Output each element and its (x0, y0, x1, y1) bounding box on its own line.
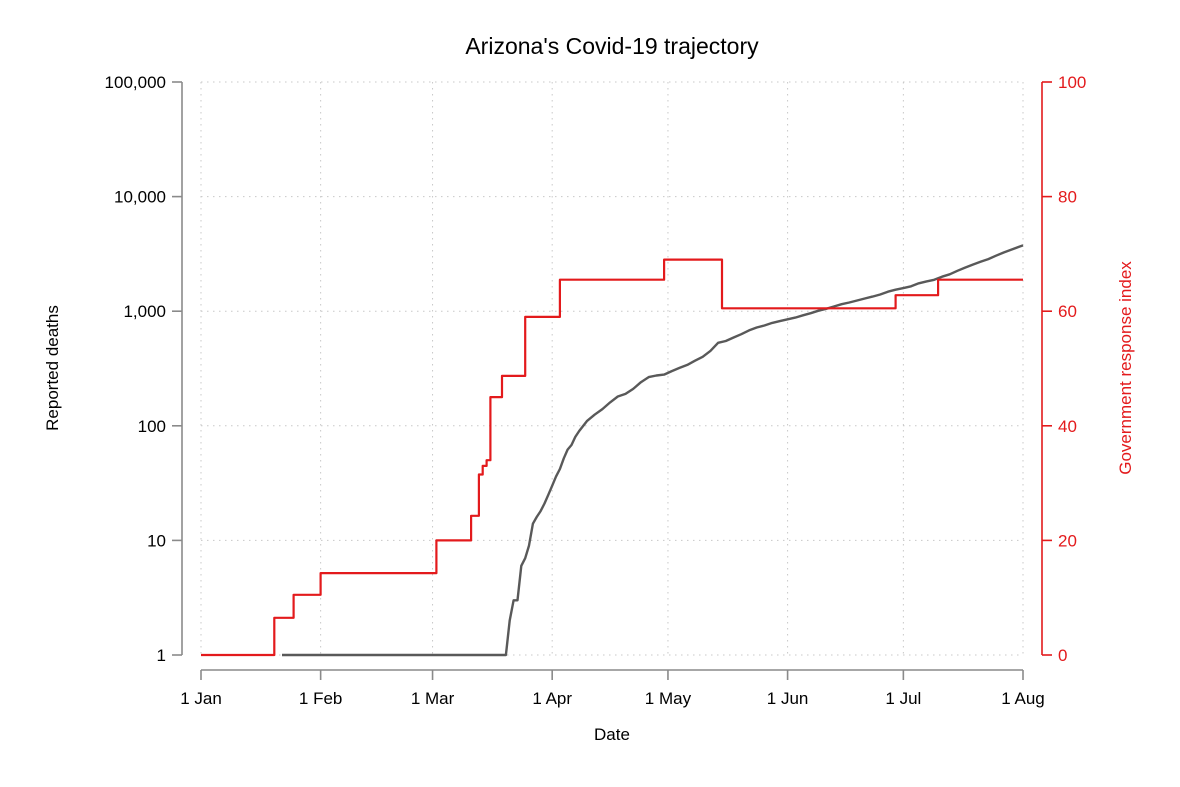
right-y-tick-label: 80 (1058, 188, 1077, 207)
right-y-tick-label: 40 (1058, 417, 1077, 436)
left-y-axis-label: Reported deaths (43, 305, 62, 431)
x-tick-label: 1 May (645, 689, 692, 708)
government-response-index-line (201, 258, 1023, 657)
x-axis-label: Date (594, 725, 630, 744)
right-y-tick-label: 60 (1058, 302, 1077, 321)
right-y-tick-label: 0 (1058, 646, 1067, 665)
left-y-tick-label: 1 (157, 646, 166, 665)
left-y-tick-label: 10,000 (114, 188, 166, 207)
x-tick-label: 1 Jul (885, 689, 921, 708)
series-lines (201, 244, 1024, 657)
left-y-tick-label: 10 (147, 531, 166, 550)
right-y-tick-label: 100 (1058, 73, 1086, 92)
right-y-ticks: 0 20 40 60 80 100 (1042, 73, 1086, 665)
reported-deaths-line (282, 244, 1024, 657)
gridlines (200, 81, 1024, 656)
left-y-tick-label: 100 (138, 417, 166, 436)
left-y-ticks: 1 10 100 1,000 10,000 100,000 (105, 73, 182, 665)
left-y-tick-label: 1,000 (123, 302, 166, 321)
x-tick-label: 1 Jun (767, 689, 809, 708)
right-y-axis-label: Government response index (1116, 261, 1135, 475)
chart-title: Arizona's Covid-19 trajectory (465, 33, 759, 59)
right-y-tick-label: 20 (1058, 531, 1077, 550)
x-tick-label: 1 Jan (180, 689, 222, 708)
x-tick-label: 1 Mar (411, 689, 455, 708)
x-tick-label: 1 Feb (299, 689, 342, 708)
x-tick-label: 1 Aug (1001, 689, 1045, 708)
x-ticks: 1 Jan 1 Feb 1 Mar 1 Apr 1 May 1 Jun 1 Jul 1 Aug (180, 670, 1045, 708)
x-tick-label: 1 Apr (532, 689, 572, 708)
left-y-tick-label: 100,000 (105, 73, 166, 92)
